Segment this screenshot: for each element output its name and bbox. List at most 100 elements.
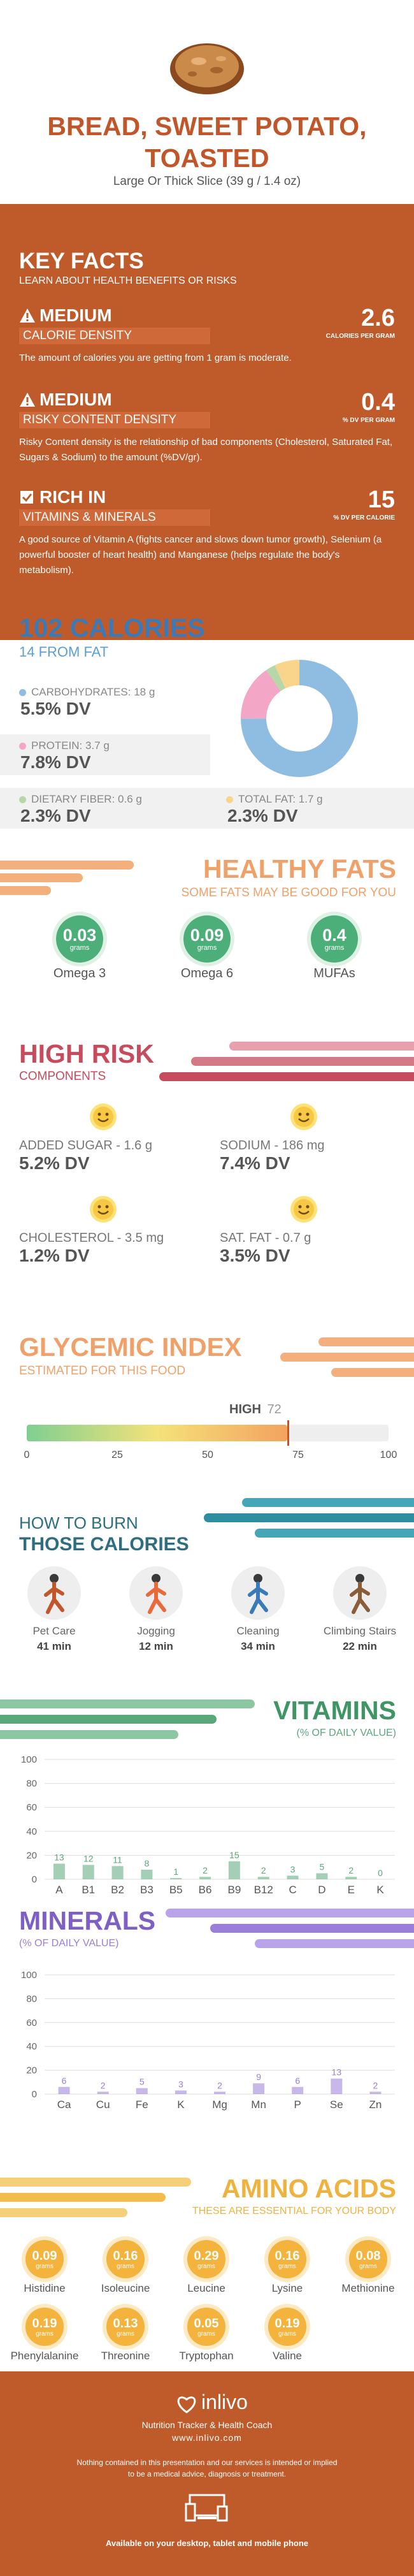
amino-bubble: 0.19 grams Valine [249, 2308, 325, 2362]
risk-item: SAT. FAT - 0.7 g 3.5% DV [220, 1231, 398, 1266]
amino-bubble-unit: grams [278, 2262, 296, 2270]
fat-item: TOTAL FAT: 1.7 g 2.3% DV [226, 793, 404, 826]
calorie-density-label: CALORIE DENSITY [19, 328, 210, 344]
risky-content-unit: % DV PER GRAM [342, 417, 395, 424]
amino-bubble: 0.19 grams Phenylalanine [6, 2308, 83, 2362]
chart-data-label: 5 [320, 1862, 325, 1872]
risk-item: CHOLESTEROL - 3.5 mg 1.2% DV [19, 1231, 197, 1266]
glycemic-tick-label: 100 [380, 1450, 397, 1460]
burn-activity: Pet Care 41 min [10, 1564, 99, 1653]
amino-bubble-circle: 0.08 grams [349, 2240, 387, 2278]
burn-activity: Climbing Stairs 22 min [315, 1564, 404, 1653]
risky-content-label: RISKY CONTENT DENSITY [19, 412, 210, 428]
serving-size: Large Or Thick Slice (39 g / 1.4 oz) [113, 175, 301, 188]
glycemic-fill [27, 1425, 287, 1441]
chart-x-tick-label: B3 [140, 1884, 153, 1896]
heart-logo-icon [177, 2396, 196, 2413]
fat-bubble-label: Omega 6 [180, 966, 234, 980]
fat-bubble-value: 0.09 [190, 926, 224, 945]
glycemic-subtitle: ESTIMATED FOR THIS FOOD [19, 1364, 186, 1378]
amino-bubble: 0.08 grams Methionine [330, 2240, 406, 2295]
chart-data-label: 6 [295, 2076, 300, 2086]
chart-data-label: 15 [229, 1850, 239, 1860]
risk-label: CHOLESTEROL - 3.5 mg [19, 1231, 164, 1245]
chart-bar [58, 2086, 70, 2094]
amino-bubble-unit: grams [36, 2330, 54, 2338]
minerals-title: MINERALS [19, 1906, 156, 1935]
glycemic-tick-label: 50 [202, 1450, 213, 1460]
warning-icon [20, 309, 35, 323]
rich-in-fact: RICH IN VITAMINS & MINERALS 15 % DV PER … [19, 486, 395, 578]
fat-bubble-unit: grams [197, 944, 217, 952]
chart-x-tick-label: K [177, 2099, 185, 2111]
chart-bar [257, 1877, 269, 1879]
chart-bar [345, 1877, 357, 1879]
vitamins-subtitle: (% OF DAILY VALUE) [296, 1728, 396, 1738]
protein-item: PROTEIN: 3.7 g 7.8% DV [19, 739, 210, 773]
chart-x-tick-label: B6 [199, 1884, 212, 1896]
chart-x-tick-label: B9 [228, 1884, 241, 1896]
footer-disclaimer-2: to be a medical advice, diagnosis or tre… [127, 2470, 287, 2478]
protein-dv: 7.8% DV [20, 752, 91, 772]
protein-dot [19, 742, 26, 750]
chart-data-label: 6 [62, 2076, 67, 2086]
fiber-fat-bg [0, 788, 414, 829]
smiley-icon [90, 1196, 117, 1223]
carbs-dot [19, 688, 26, 696]
carbs-dv: 5.5% DV [20, 699, 91, 718]
burn-activity: Cleaning 34 min [213, 1564, 303, 1653]
fiber-dot [19, 796, 26, 803]
footer-url[interactable]: www.inlivo.com [172, 2433, 242, 2443]
vitamins-title: VITAMINS [273, 1696, 396, 1725]
amino-bubble-value: 0.13 [113, 2316, 138, 2331]
amino-bubble-unit: grams [359, 2262, 377, 2270]
amino-bubble: 0.09 grams Histidine [6, 2240, 83, 2295]
amino-bubble-value: 0.16 [113, 2248, 138, 2263]
chart-data-label: 8 [145, 1858, 150, 1868]
chart-y-tick-label: 80 [26, 1993, 37, 2004]
minerals-subtitle: (% OF DAILY VALUE) [19, 1938, 119, 1949]
devices-icon [185, 2494, 228, 2522]
vitamins-section: VITAMINS (% OF DAILY VALUE) 0 20 40 60 80 100… [0, 1696, 414, 1912]
chart-x-tick-label: Ca [57, 2099, 71, 2111]
risk-value: 5.2% DV [19, 1153, 90, 1173]
vitamins-chart: 02040608010013A12B111B28B31B52B615B92B12… [21, 1754, 395, 1896]
fat-bubble-label: Omega 3 [53, 966, 106, 980]
key-facts-subtitle: LEARN ABOUT HEALTH BENEFITS OR RISKS [19, 275, 237, 286]
chart-y-tick-label: 80 [26, 1779, 37, 1789]
high-risk-section: HIGH RISK COMPONENTS ADDED SUGAR - 1.6 g… [0, 1039, 414, 1275]
fiber-item: DIETARY FIBER: 0.6 g 2.3% DV [19, 793, 210, 826]
amino-bubble-circle: 0.05 grams [187, 2308, 225, 2346]
chart-y-tick-label: 0 [32, 1874, 37, 1885]
fiber-dv: 2.3% DV [20, 806, 91, 826]
chart-x-tick-label: B1 [82, 1884, 95, 1896]
chart-bar [175, 2090, 187, 2094]
chart-x-tick-label: Fe [136, 2099, 148, 2111]
amino-bubble-label: Threonine [101, 2350, 150, 2362]
amino-bubble-unit: grams [117, 2330, 134, 2338]
calories-from-fat: 14 FROM FAT [19, 644, 109, 660]
activity-figure-icon [333, 1566, 387, 1620]
chart-bar [82, 1865, 94, 1879]
smiley-icon [290, 1103, 317, 1130]
fat-bubble: 0.4 grams MUFAs [293, 915, 376, 981]
chart-y-tick-label: 40 [26, 1826, 37, 1837]
amino-bubble-unit: grams [117, 2262, 134, 2270]
burn-activity-label: Climbing Stairs [323, 1625, 397, 1637]
chart-x-tick-label: B2 [111, 1884, 124, 1896]
chart-y-tick-label: 0 [32, 2089, 37, 2100]
chart-data-label: 11 [113, 1854, 122, 1865]
activity-figure-icon [129, 1566, 183, 1620]
burn-activity-label: Pet Care [32, 1625, 76, 1637]
warning-icon [20, 393, 35, 407]
smiley-icon [90, 1103, 117, 1130]
amino-bubble-label: Tryptophan [179, 2350, 234, 2362]
minerals-chart: 0 20 40 60 80 100 6 Ca 2 Cu 5 Fe 3 K 2 Mg 9 Mn 6 P 13 Se 2 Zn [21, 1970, 395, 2111]
fat-bubble-circle: 0.03 grams [56, 915, 103, 963]
amino-bubble-circle: 0.13 grams [106, 2308, 145, 2346]
amino-bubble: 0.13 grams Threonine [87, 2308, 164, 2362]
risk-item: SODIUM - 186 mg 7.4% DV [220, 1139, 398, 1174]
rich-in-value: 15 [368, 486, 395, 513]
amino-bubble-circle: 0.09 grams [25, 2240, 64, 2278]
risk-label: SAT. FAT - 0.7 g [220, 1231, 311, 1245]
